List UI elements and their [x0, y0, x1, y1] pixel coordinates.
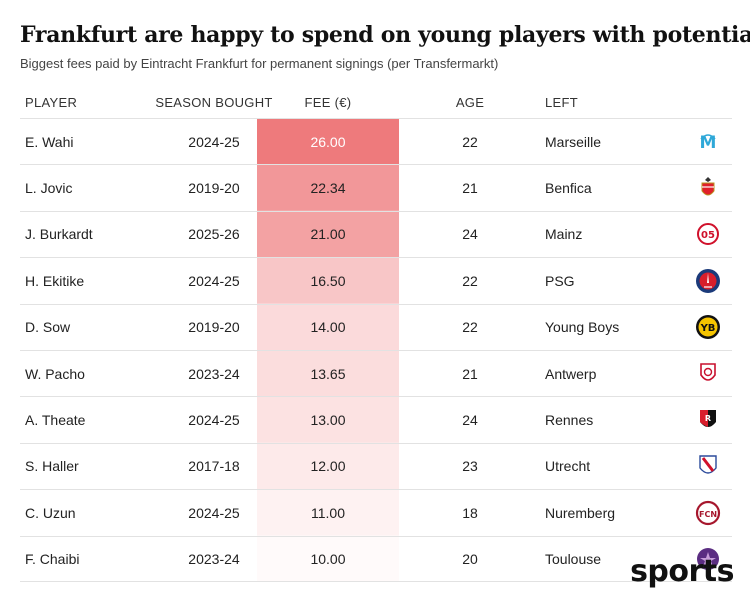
table-row: W. Pacho 2023-24 13.65 21 Antwerp [20, 349, 732, 396]
fee-heat-cell [257, 118, 399, 165]
fee-heat-cell [257, 303, 399, 350]
fee-heatmap-column [257, 118, 399, 582]
fee-value: 14.00 [310, 319, 346, 336]
left-club: Antwerp [545, 365, 597, 382]
player-age: 22 [462, 133, 478, 150]
table-row: C. Uzun 2024-25 11.00 18 Nuremberg FCN [20, 489, 732, 535]
left-club: Nuremberg [545, 504, 616, 521]
player-age: 20 [462, 550, 478, 567]
season-bought: 2024-25 [188, 504, 240, 521]
fee-value: 13.00 [310, 412, 346, 429]
left-club: Utrecht [545, 458, 591, 475]
left-club: Mainz [545, 226, 583, 243]
left-club: Young Boys [545, 319, 620, 336]
antwerp-crest-icon [690, 351, 726, 396]
player-name: W. Pacho [25, 365, 85, 382]
season-bought: 2023-24 [188, 550, 240, 567]
table-row: S. Haller 2017-18 12.00 23 Utrecht [20, 442, 732, 489]
svg-text:R: R [705, 414, 711, 423]
player-name: D. Sow [25, 319, 71, 336]
season-bought: 2019-20 [188, 180, 240, 197]
svg-text:FCN: FCN [699, 510, 717, 519]
fee-heat-cell [257, 257, 399, 304]
player-age: 22 [462, 272, 478, 289]
fee-value: 16.50 [310, 272, 346, 289]
marseille-crest-icon: M [690, 119, 726, 164]
player-age: 18 [462, 504, 478, 521]
benfica-crest-icon [690, 165, 726, 210]
transfer-table: PLAYER SEASON BOUGHT FEE (€) AGE LEFT E.… [20, 84, 732, 582]
young-boys-crest-icon: YB [690, 305, 726, 350]
player-name: L. Jovic [25, 180, 73, 197]
svg-text:YB: YB [700, 323, 716, 334]
table-header: PLAYER SEASON BOUGHT FEE (€) AGE LEFT [20, 84, 732, 118]
fee-heat-cell [257, 489, 399, 536]
player-age: 24 [462, 226, 478, 243]
season-bought: 2023-24 [188, 365, 240, 382]
psg-crest-icon [690, 258, 726, 303]
player-name: A. Theate [25, 412, 86, 429]
player-name: C. Uzun [25, 504, 76, 521]
player-name: F. Chaibi [25, 550, 80, 567]
sports-watermark: sports [630, 554, 734, 589]
chart-subtitle: Biggest fees paid by Eintracht Frankfurt… [20, 56, 499, 71]
player-age: 24 [462, 412, 478, 429]
header-player: PLAYER [25, 95, 78, 110]
table-row: F. Chaibi 2023-24 10.00 20 Toulouse [20, 535, 732, 582]
fee-value: 26.00 [310, 133, 346, 150]
left-club: Toulouse [545, 550, 602, 567]
player-age: 21 [462, 365, 478, 382]
table-row: D. Sow 2019-20 14.00 22 Young Boys YB [20, 303, 732, 350]
season-bought: 2017-18 [188, 458, 240, 475]
player-name: J. Burkardt [25, 226, 93, 243]
header-season: SEASON BOUGHT [155, 95, 273, 110]
fee-value: 10.00 [310, 550, 346, 567]
svg-text:05: 05 [701, 230, 715, 241]
toulouse-crest-icon [690, 537, 726, 581]
fee-value: 22.34 [310, 180, 346, 197]
header-left: LEFT [545, 95, 578, 110]
fee-heat-cell [257, 442, 399, 490]
table-row: A. Theate 2024-25 13.00 24 Rennes R [20, 396, 732, 442]
fee-heat-cell [257, 210, 399, 258]
fee-heat-cell [257, 164, 399, 211]
player-age: 21 [462, 180, 478, 197]
table-row: E. Wahi 2024-25 26.00 22 Marseille M [20, 118, 732, 164]
table-body: E. Wahi 2024-25 26.00 22 Marseille M L. Jovic 2… [20, 118, 732, 582]
player-name: E. Wahi [25, 133, 74, 150]
left-club: PSG [545, 272, 575, 289]
table-row: L. Jovic 2019-20 22.34 21 Benfica [20, 164, 732, 210]
fee-value: 21.00 [310, 226, 346, 243]
player-age: 23 [462, 458, 478, 475]
player-age: 22 [462, 319, 478, 336]
fee-value: 11.00 [311, 504, 345, 521]
left-club: Marseille [545, 133, 602, 150]
fee-heat-cell [257, 535, 399, 582]
season-bought: 2024-25 [188, 412, 240, 429]
fee-heat-cell [257, 396, 399, 443]
nuremberg-crest-icon: FCN [690, 490, 726, 535]
season-bought: 2024-25 [188, 272, 240, 289]
season-bought: 2019-20 [188, 319, 240, 336]
player-name: H. Ekitike [25, 272, 85, 289]
table-row: J. Burkardt 2025-26 21.00 24 Mainz 05 [20, 210, 732, 257]
left-club: Benfica [545, 180, 592, 197]
mainz-crest-icon: 05 [690, 212, 726, 257]
rennes-crest-icon: R [690, 397, 726, 442]
left-club: Rennes [545, 412, 594, 429]
header-fee: FEE (€) [304, 95, 352, 110]
fee-value: 13.65 [310, 365, 346, 382]
fee-heat-cell [257, 350, 399, 397]
player-name: S. Haller [25, 458, 79, 475]
season-bought: 2025-26 [188, 226, 240, 243]
utrecht-crest-icon [690, 444, 726, 489]
fee-value: 12.00 [310, 458, 346, 475]
chart-title: Frankfurt are happy to spend on young pl… [20, 22, 750, 48]
header-age: AGE [455, 95, 485, 110]
table-row: H. Ekitike 2024-25 16.50 22 PSG [20, 257, 732, 303]
svg-text:M: M [700, 133, 717, 153]
season-bought: 2024-25 [188, 133, 240, 150]
